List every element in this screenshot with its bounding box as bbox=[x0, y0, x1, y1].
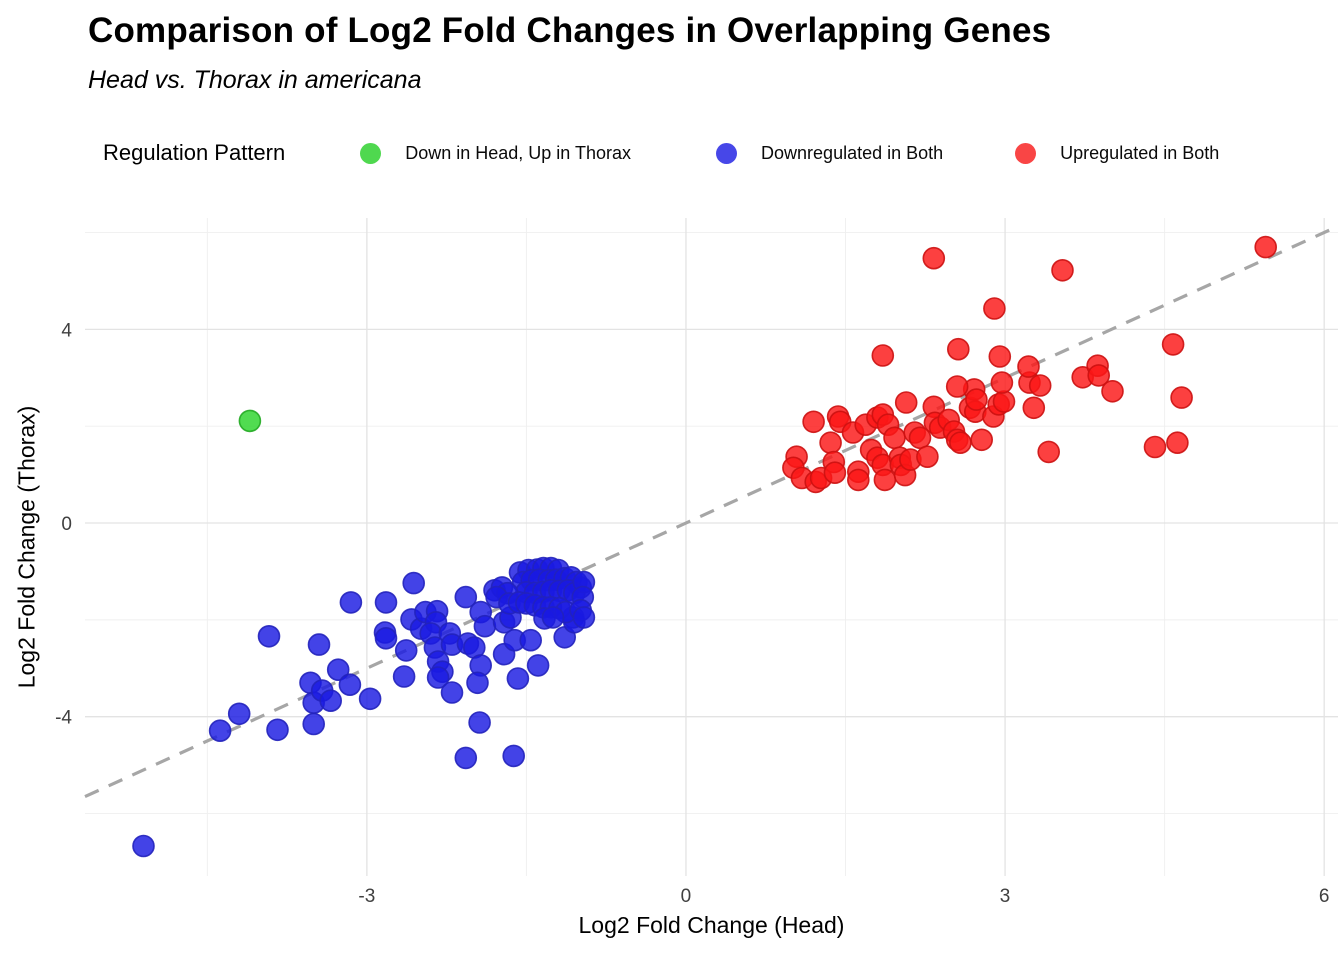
data-point bbox=[983, 297, 1006, 320]
data-point bbox=[1170, 386, 1193, 409]
data-point bbox=[426, 666, 450, 689]
data-point bbox=[541, 606, 565, 629]
green-dot-icon bbox=[360, 142, 382, 164]
legend-item-label: Down in Head, Up in Thorax bbox=[405, 142, 632, 163]
data-point bbox=[1161, 333, 1185, 356]
data-point bbox=[894, 391, 918, 414]
data-point bbox=[526, 654, 550, 677]
data-point bbox=[338, 673, 362, 697]
x-tick-label: 6 bbox=[1319, 886, 1330, 907]
data-point bbox=[1037, 440, 1060, 464]
data-point bbox=[440, 681, 464, 704]
data-point bbox=[871, 344, 895, 367]
data-point bbox=[1017, 355, 1040, 378]
data-point bbox=[846, 468, 870, 492]
x-tick-label: -3 bbox=[358, 886, 375, 907]
data-point bbox=[970, 428, 994, 452]
y-axis-title: Log2 Fold Change (Thorax) bbox=[13, 405, 40, 689]
data-point bbox=[922, 246, 946, 270]
data-point bbox=[916, 445, 939, 469]
data-point bbox=[1087, 364, 1110, 387]
data-point bbox=[326, 658, 350, 682]
data-point bbox=[238, 409, 262, 433]
data-point bbox=[1051, 258, 1074, 282]
y-tick-label: 4 bbox=[61, 320, 72, 341]
data-point bbox=[307, 633, 331, 656]
data-point bbox=[394, 639, 418, 662]
y-tick-label: 0 bbox=[61, 514, 72, 535]
data-point bbox=[883, 426, 906, 450]
legend-item-downregulated-both: Downregulated in Both bbox=[716, 142, 944, 164]
data-point bbox=[402, 571, 426, 595]
blue-dot-icon bbox=[716, 142, 738, 164]
data-point bbox=[302, 712, 326, 736]
data-point bbox=[990, 371, 1014, 394]
data-point bbox=[358, 687, 382, 711]
legend-item-upregulated-both: Upregulated in Both bbox=[1015, 142, 1220, 164]
data-point bbox=[1022, 396, 1046, 420]
data-point bbox=[257, 624, 281, 648]
legend-item-label: Downregulated in Both bbox=[761, 142, 944, 163]
data-point bbox=[227, 702, 251, 726]
legend: Regulation Pattern Down in Head, Up in T… bbox=[0, 131, 1344, 175]
legend-title: Regulation Pattern bbox=[103, 140, 286, 165]
x-tick-label: 0 bbox=[681, 886, 692, 907]
data-point bbox=[519, 628, 543, 652]
data-point bbox=[949, 431, 972, 455]
data-point bbox=[339, 591, 363, 614]
x-axis-title: Log2 Fold Change (Head) bbox=[578, 912, 845, 938]
data-point bbox=[1254, 235, 1277, 259]
data-point bbox=[266, 718, 289, 742]
data-point bbox=[1101, 379, 1124, 403]
data-point bbox=[454, 746, 478, 770]
data-point bbox=[208, 719, 232, 743]
identity-line bbox=[84, 224, 1339, 799]
legend-item-label: Upregulated in Both bbox=[1060, 142, 1220, 163]
data-point bbox=[1143, 435, 1167, 459]
data-point bbox=[988, 345, 1012, 368]
data-point bbox=[802, 410, 825, 434]
data-point bbox=[374, 591, 398, 614]
legend-item-down-head-up-thorax: Down in Head, Up in Thorax bbox=[360, 142, 632, 164]
data-point bbox=[374, 626, 398, 650]
data-point bbox=[392, 665, 416, 688]
data-point bbox=[454, 585, 478, 609]
data-point bbox=[466, 671, 489, 695]
data-point bbox=[572, 606, 596, 629]
data-point bbox=[1166, 431, 1189, 455]
data-point bbox=[502, 744, 526, 768]
data-point bbox=[132, 834, 155, 858]
y-tick-label: -4 bbox=[55, 708, 72, 729]
data-point bbox=[946, 337, 970, 361]
data-point bbox=[945, 375, 969, 398]
data-point bbox=[819, 431, 842, 455]
data-point bbox=[473, 614, 497, 638]
data-point bbox=[1028, 374, 1052, 397]
chart-title: Comparison of Log2 Fold Changes in Overl… bbox=[88, 11, 1052, 50]
data-point bbox=[506, 667, 530, 690]
data-point bbox=[992, 390, 1016, 413]
chart-subtitle: Head vs. Thorax in americana bbox=[88, 66, 422, 94]
data-point bbox=[823, 461, 847, 485]
data-point bbox=[965, 388, 988, 411]
data-point bbox=[468, 711, 491, 734]
x-tick-label: 3 bbox=[1000, 886, 1011, 907]
red-dot-icon bbox=[1015, 142, 1037, 164]
data-point bbox=[319, 689, 343, 713]
data-point bbox=[873, 468, 897, 492]
